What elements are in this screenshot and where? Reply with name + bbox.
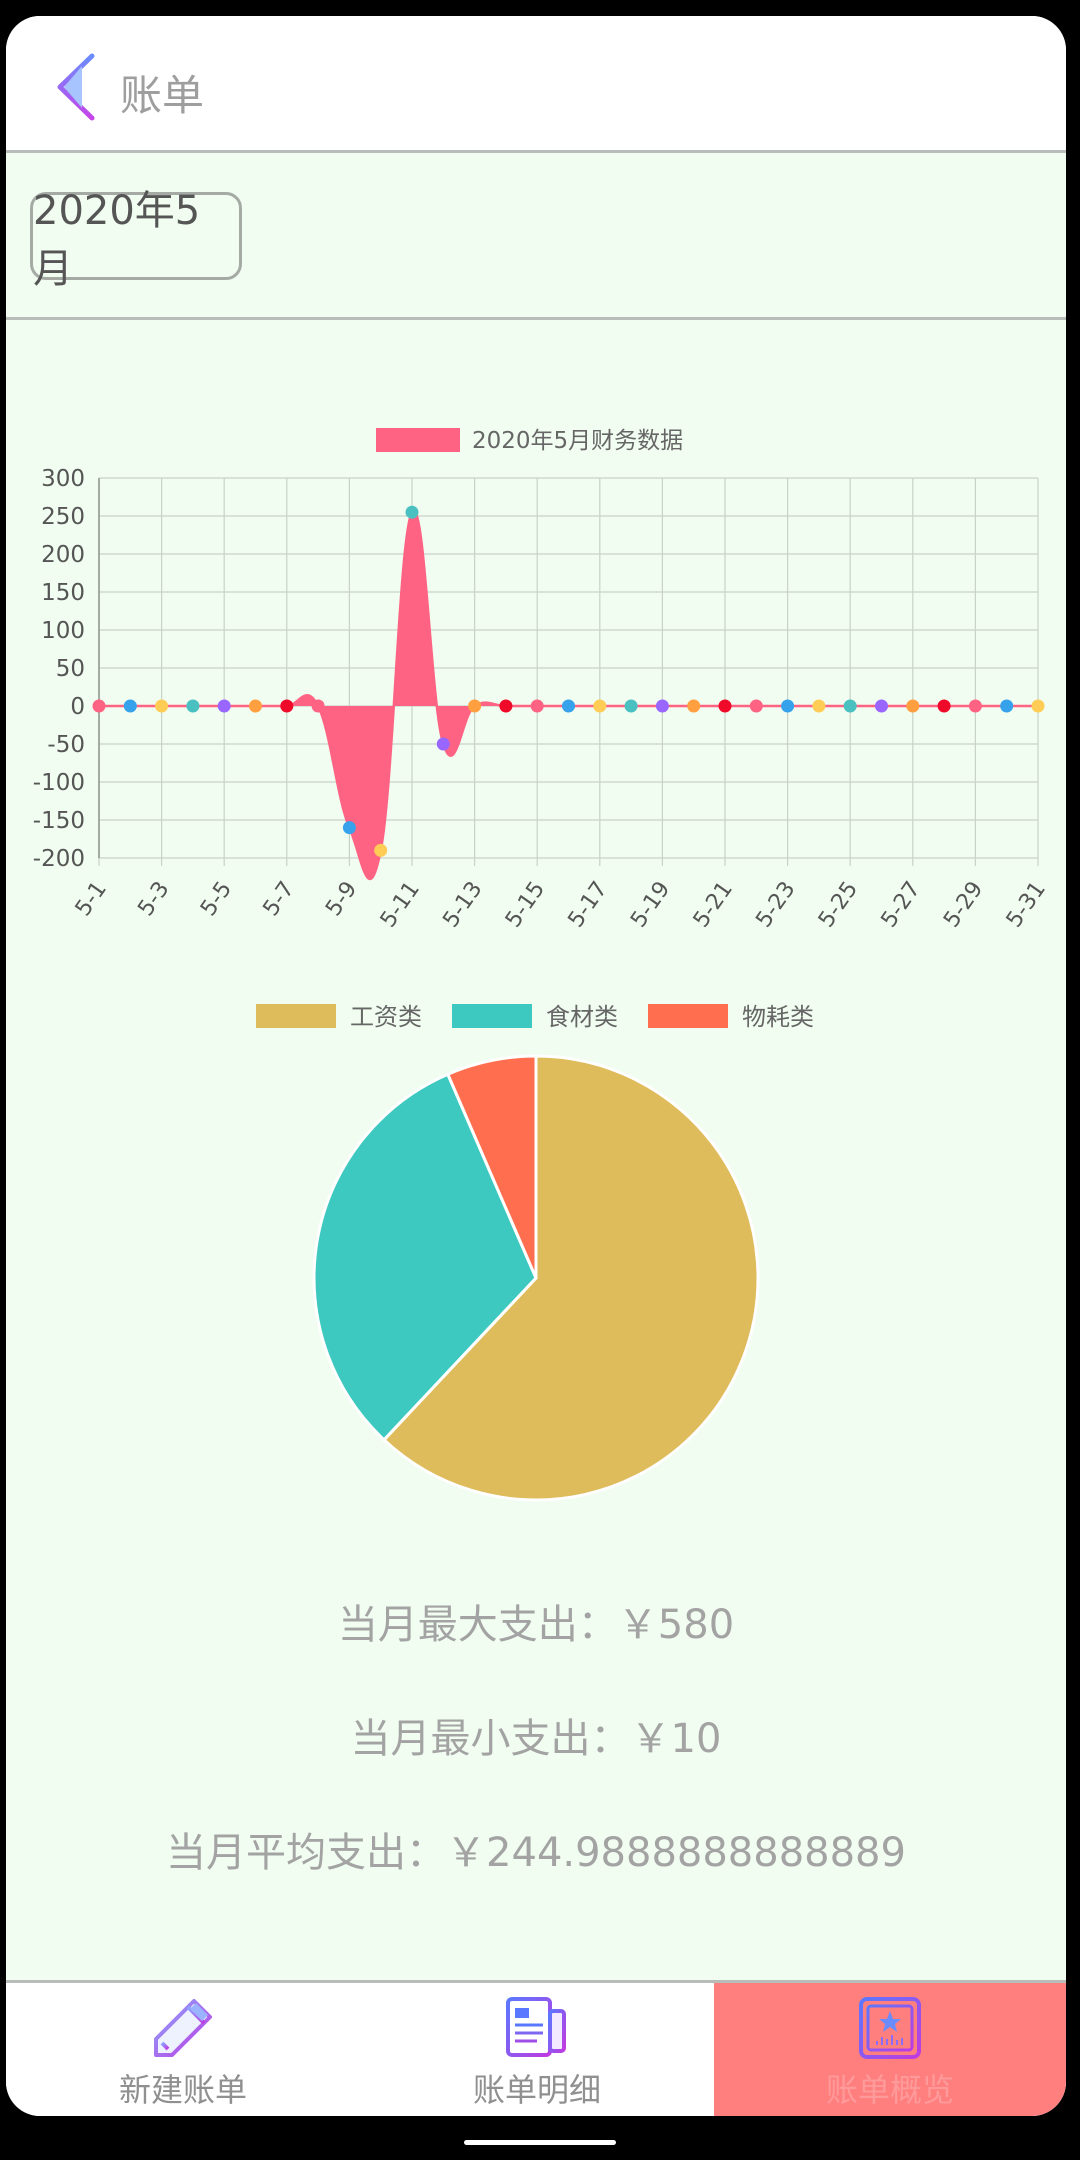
- x-tick-label: 5-21: [689, 877, 738, 932]
- category-pie-chart: 工资类 食材类 物耗类: [256, 1003, 814, 1502]
- x-tick-label: 5-13: [438, 877, 487, 932]
- tab-label: 账单明细: [472, 2071, 601, 2109]
- data-point: [906, 699, 920, 713]
- tab-bill-overview[interactable]: 账单概览: [714, 1983, 1066, 2116]
- tab-label: 新建账单: [118, 2071, 247, 2109]
- x-tick-label: 5-31: [1002, 877, 1051, 932]
- data-point: [781, 699, 795, 713]
- data-point: [937, 699, 951, 713]
- legend-label: 2020年5月财务数据: [472, 428, 683, 454]
- data-point: [342, 821, 356, 835]
- data-point: [311, 699, 325, 713]
- data-point: [843, 699, 857, 713]
- stat-max-expense: 当月最大支出：￥580: [337, 1602, 735, 1648]
- data-point: [217, 699, 231, 713]
- y-tick-label: -150: [33, 808, 85, 834]
- pie-legend: 工资类 食材类 物耗类: [256, 1003, 814, 1031]
- data-point: [624, 699, 638, 713]
- legend-label: 物耗类: [742, 1003, 814, 1031]
- x-tick-label: 5-7: [259, 877, 300, 921]
- x-tick-label: 5-11: [376, 877, 425, 932]
- tab-new-bill[interactable]: 新建账单: [6, 1983, 360, 2116]
- data-point: [655, 699, 669, 713]
- legend-label: 工资类: [350, 1003, 422, 1031]
- data-point: [155, 699, 169, 713]
- data-point: [749, 699, 763, 713]
- legend-label: 食材类: [546, 1003, 618, 1031]
- data-point: [186, 699, 200, 713]
- legend-swatch: [256, 1004, 336, 1028]
- x-tick-label: 5-5: [196, 877, 237, 921]
- pie-slice-2: [312, 1072, 538, 1442]
- y-tick-label: -100: [33, 770, 85, 796]
- y-tick-label: 300: [41, 466, 85, 492]
- stat-min-expense: 当月最小支出：￥10: [350, 1716, 722, 1762]
- x-tick-label: 5-1: [71, 877, 112, 921]
- legend-swatch: [376, 428, 460, 452]
- data-point: [1000, 699, 1014, 713]
- series-area: [99, 510, 1038, 879]
- pencil-icon: [154, 1999, 212, 2057]
- data-point: [280, 699, 294, 713]
- x-tick-label: 5-15: [501, 877, 550, 932]
- y-tick-label: 0: [70, 694, 85, 720]
- pie-slice-3: [445, 1054, 538, 1279]
- data-point: [1031, 699, 1045, 713]
- app-screen: 账单 2020年5月 2020年5月财务数据 300 250 200 150 100 50 0…: [6, 16, 1066, 2116]
- x-tick-label: 5-17: [564, 877, 613, 932]
- data-point: [968, 699, 982, 713]
- x-tick-label: 5-9: [321, 877, 362, 921]
- finance-line-chart: 2020年5月财务数据 300 250 200 150 100 50 0 -50 -100 -150…: [33, 428, 1051, 932]
- page-title: 账单: [120, 71, 205, 120]
- data-point: [812, 699, 826, 713]
- y-tick-label: 200: [41, 542, 85, 568]
- data-point: [499, 699, 513, 713]
- data-point: [468, 699, 482, 713]
- pie-slice-1: [381, 1054, 760, 1502]
- tab-label: 账单概览: [825, 2071, 954, 2109]
- data-point: [593, 699, 607, 713]
- y-tick-label: 150: [41, 580, 85, 606]
- x-tick-label: 5-23: [751, 877, 800, 932]
- y-tick-label: 100: [41, 618, 85, 644]
- bottom-tab-bar: 新建账单 账单明细: [6, 1980, 1066, 2116]
- data-point: [562, 699, 575, 713]
- x-tick-label: 5-29: [939, 877, 988, 932]
- home-indicator: [464, 2140, 616, 2145]
- data-point: [123, 699, 137, 713]
- data-point: [718, 699, 732, 713]
- data-point: [249, 699, 262, 713]
- x-tick-label: 5-3: [133, 877, 174, 921]
- data-point: [687, 699, 701, 713]
- data-point: [436, 737, 450, 751]
- chart-grid: [98, 477, 1039, 866]
- data-point: [405, 505, 419, 519]
- month-picker-button[interactable]: 2020年5月: [30, 188, 242, 292]
- legend-swatch: [452, 1004, 532, 1028]
- header-bar: 账单: [6, 16, 1066, 153]
- month-bar: [6, 153, 1066, 320]
- legend-swatch: [648, 1004, 728, 1028]
- chevron-left-icon[interactable]: [52, 52, 108, 122]
- y-tick-label: 250: [41, 504, 85, 530]
- x-tick-label: 5-19: [626, 877, 675, 932]
- data-point: [530, 699, 544, 713]
- data-point: [92, 699, 106, 713]
- chart-overview-icon: [859, 1997, 921, 2059]
- y-tick-label: 50: [56, 656, 85, 682]
- document-list-icon: [506, 1997, 566, 2057]
- x-tick-label: 5-25: [814, 877, 863, 932]
- data-points: [92, 505, 1045, 857]
- stat-avg-expense: 当月平均支出：￥244.9888888888889: [166, 1830, 906, 1876]
- series-line: [99, 509, 1038, 881]
- tab-bill-details[interactable]: 账单明细: [360, 1983, 714, 2116]
- chart-legend: 2020年5月财务数据: [376, 428, 683, 454]
- data-point: [374, 843, 388, 857]
- y-tick-label: -50: [47, 732, 85, 758]
- data-point: [875, 699, 888, 713]
- x-tick-label: 5-27: [877, 877, 926, 932]
- y-tick-label: -200: [33, 846, 85, 872]
